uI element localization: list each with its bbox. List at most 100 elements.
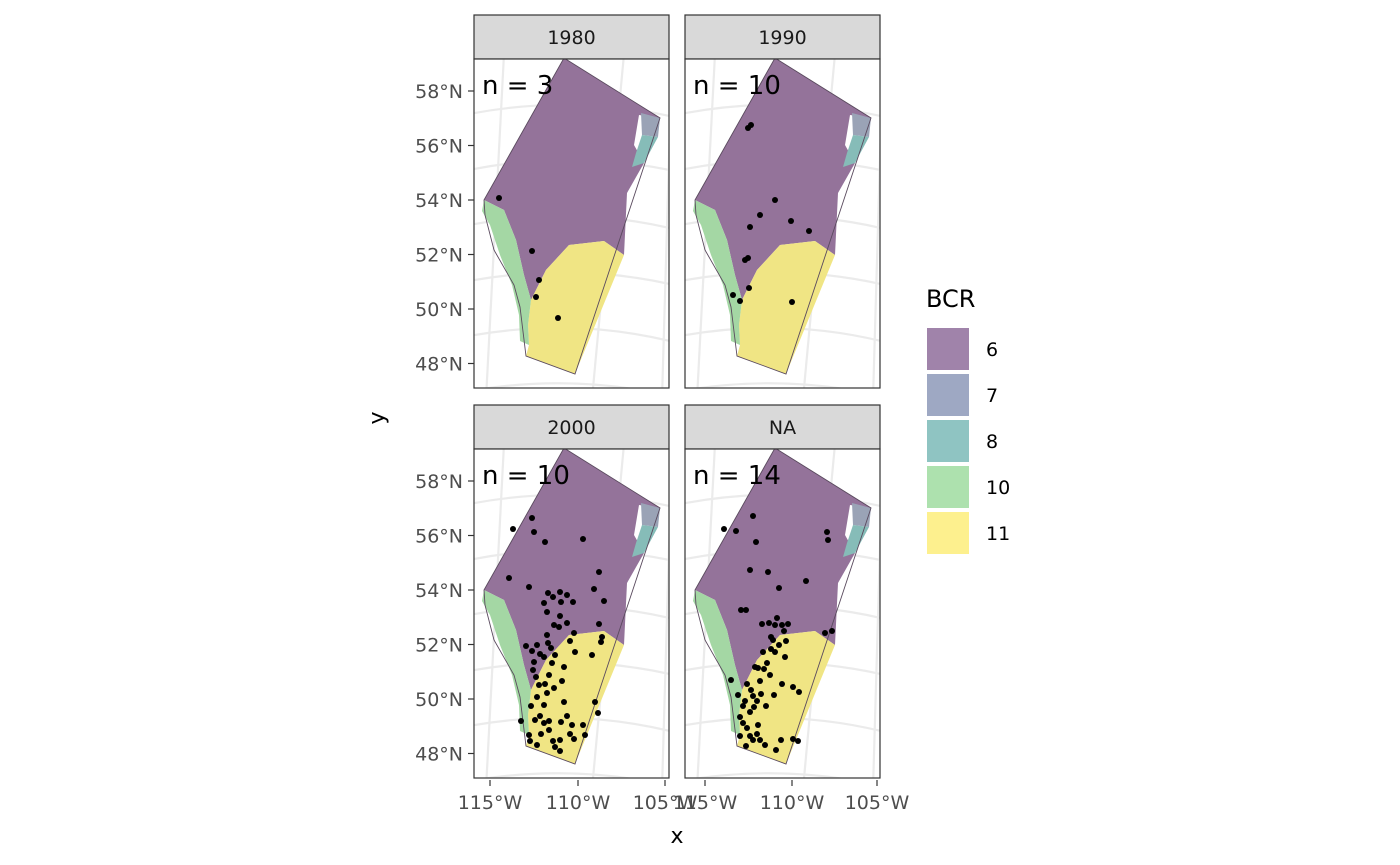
survey-point: [760, 649, 766, 655]
survey-point: [742, 698, 748, 704]
facet-strip: [473, 404, 670, 450]
legend-label-10: 10: [986, 477, 1010, 499]
survey-point: [534, 642, 540, 648]
legend-label-11: 11: [986, 523, 1010, 545]
survey-point: [750, 693, 756, 699]
facet-panel-1990: 1990 n = 10: [684, 14, 881, 389]
survey-point: [548, 645, 554, 651]
survey-point: [551, 622, 557, 628]
y-tick-label: 50°N: [415, 689, 463, 711]
survey-point: [743, 743, 749, 749]
survey-point: [788, 218, 794, 224]
facet-strip-label: 1990: [758, 27, 806, 49]
legend-key-8: [927, 420, 969, 462]
survey-point: [528, 703, 534, 709]
survey-point: [582, 732, 588, 738]
survey-point: [561, 699, 567, 705]
survey-point: [506, 575, 512, 581]
survey-point: [555, 315, 561, 321]
survey-point: [556, 624, 562, 630]
survey-point: [544, 632, 550, 638]
bcr-region-11: [526, 241, 624, 374]
survey-point: [534, 742, 540, 748]
bcr-region-6: [484, 59, 660, 300]
bcr-region-10: [482, 200, 531, 345]
y-tick-label: 58°N: [415, 81, 463, 103]
survey-point: [721, 526, 727, 532]
survey-point: [526, 584, 532, 590]
survey-point: [768, 646, 774, 652]
survey-point: [748, 687, 754, 693]
survey-point: [740, 720, 746, 726]
x-axis-ticks-left: 115°W 110°W 105°W: [458, 780, 697, 814]
y-axis-ticks-bottom: 58°N 56°N 54°N 52°N 50°N 48°N: [415, 471, 474, 766]
survey-point: [773, 747, 779, 753]
survey-point: [557, 589, 563, 595]
y-axis-ticks-top: 58°N 56°N 54°N 52°N 50°N 48°N: [415, 81, 474, 376]
bcr-region-6: [484, 449, 660, 690]
survey-point: [544, 690, 550, 696]
survey-point: [750, 513, 756, 519]
survey-point: [546, 672, 552, 678]
province-outline: [483, 449, 661, 765]
survey-point: [772, 622, 778, 628]
survey-point: [564, 620, 570, 626]
y-tick-label: 58°N: [415, 471, 463, 493]
survey-point: [552, 652, 558, 658]
legend: BCR 6 7 8 10 11: [926, 285, 1010, 554]
survey-point: [730, 292, 736, 298]
survey-point: [596, 621, 602, 627]
survey-point: [752, 664, 758, 670]
survey-point: [546, 727, 552, 733]
survey-point: [591, 586, 597, 592]
survey-point: [601, 598, 607, 604]
survey-point: [546, 718, 552, 724]
plot-area: n = 3: [473, 58, 670, 389]
survey-point: [567, 638, 573, 644]
legend-key-7: [927, 374, 969, 416]
survey-point: [580, 722, 586, 728]
bcr-region-10: [482, 590, 531, 735]
legend-title: BCR: [926, 285, 975, 313]
province-outline: [483, 59, 661, 375]
survey-point: [557, 613, 563, 619]
survey-point: [753, 539, 759, 545]
bcr-region-10: [693, 590, 742, 735]
survey-point: [550, 594, 556, 600]
survey-point: [557, 748, 563, 754]
facet-panel-na: NA n = 14: [684, 404, 881, 779]
survey-point: [747, 224, 753, 230]
survey-point: [527, 738, 533, 744]
survey-point: [774, 615, 780, 621]
survey-point: [737, 714, 743, 720]
bcr-region-6: [695, 59, 871, 300]
y-tick-label: 52°N: [415, 635, 463, 657]
legend-label-8: 8: [986, 431, 998, 453]
legend-key-6: [927, 328, 969, 370]
plot-area: n = 10: [473, 448, 670, 779]
survey-point: [825, 537, 831, 543]
survey-point: [558, 599, 564, 605]
survey-point: [757, 737, 763, 743]
survey-point: [737, 298, 743, 304]
survey-point: [596, 569, 602, 575]
survey-point: [496, 195, 502, 201]
survey-point: [536, 277, 542, 283]
survey-point: [747, 567, 753, 573]
survey-point: [728, 677, 734, 683]
survey-point: [776, 642, 782, 648]
province-map: [482, 449, 661, 765]
x-tick-label: 110°W: [546, 792, 611, 814]
survey-point: [529, 515, 535, 521]
survey-point: [580, 536, 586, 542]
x-axis-title: x: [670, 824, 683, 849]
province-map: [693, 449, 872, 765]
panel-border: [684, 448, 881, 779]
survey-point: [572, 649, 578, 655]
panel-border: [473, 58, 670, 389]
x-tick-label: 110°W: [760, 792, 825, 814]
y-tick-label: 48°N: [415, 354, 463, 376]
survey-point: [829, 628, 835, 634]
survey-point: [778, 737, 784, 743]
